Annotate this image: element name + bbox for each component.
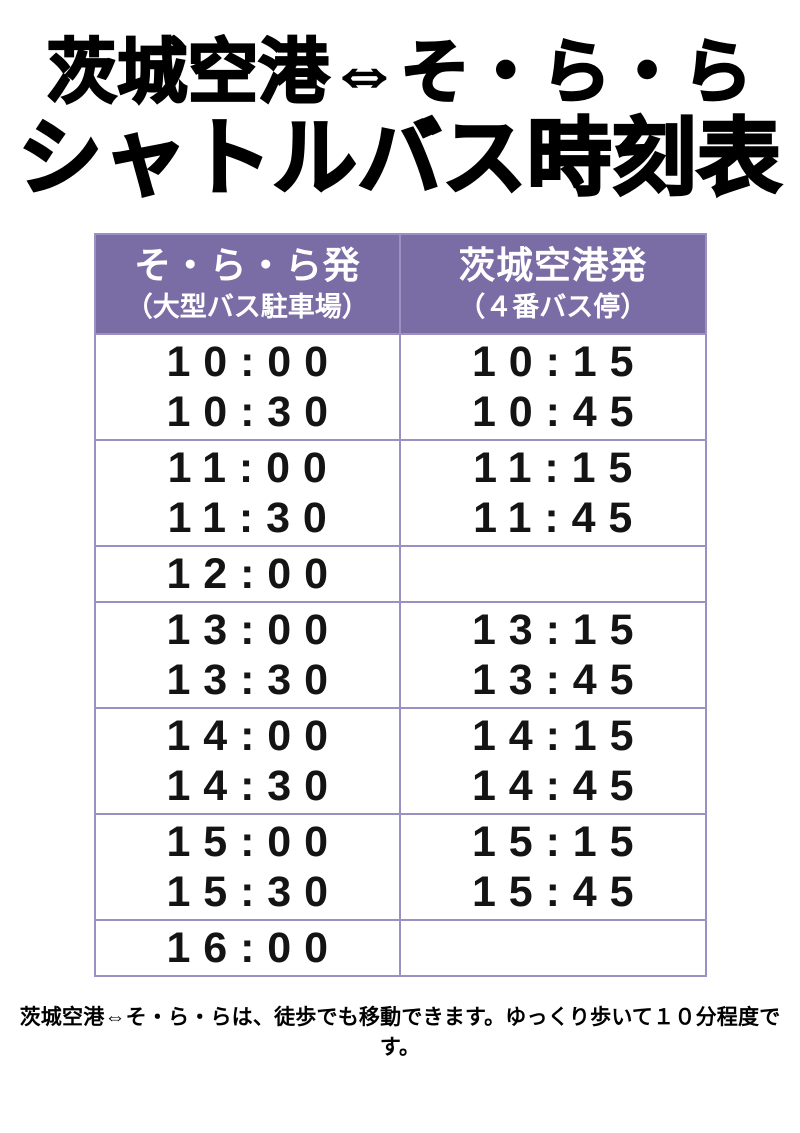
sorara-departure-cell: 11:00 11:30	[93, 438, 401, 547]
departure-time: 11:45	[473, 493, 646, 542]
departure-time: 10:15	[471, 337, 647, 386]
poster-title: 茨城空港⇔そ・ら・ら シャトルバス時刻表	[0, 0, 800, 205]
timetable-group-row: 16:00	[93, 918, 707, 977]
timetable-header: そ・ら・ら発 （大型バス駐車場） 茨城空港発 （４番バス停）	[93, 233, 707, 335]
title-route-line: 茨城空港⇔そ・ら・ら	[45, 32, 754, 112]
timetable: そ・ら・ら発 （大型バス駐車場） 茨城空港発 （４番バス停） 10:00 10:3…	[93, 233, 707, 977]
sorara-departure-cell: 15:00 15:30	[93, 812, 401, 921]
departure-time: 10:45	[471, 387, 647, 436]
airport-departure-cell: 13:15 13:45	[399, 600, 707, 709]
departure-time: 10:00	[166, 337, 341, 386]
timetable-group-row: 14:00 14:30 14:15 14:45	[93, 706, 707, 815]
column-header-sorara-departures: そ・ら・ら発 （大型バス駐車場）	[93, 233, 401, 335]
sorara-departure-cell: 14:00 14:30	[93, 706, 401, 815]
sorara-header-subtitle: （大型バス駐車場）	[125, 292, 369, 323]
timetable-header-row: そ・ら・ら発 （大型バス駐車場） 茨城空港発 （４番バス停）	[93, 233, 707, 335]
timetable-group-row: 13:00 13:30 13:15 13:45	[93, 600, 707, 709]
sorara-departure-cell: 13:00 13:30	[93, 600, 401, 709]
departure-time: 11:00	[167, 443, 340, 492]
sorara-departure-cell: 12:00	[93, 544, 401, 603]
timetable-group-row: 10:00 10:30 10:15 10:45	[93, 332, 707, 441]
airport-header-title: 茨城空港発	[458, 245, 648, 287]
departure-time: 12:00	[166, 549, 341, 598]
airport-departure-cell: 14:15 14:45	[399, 706, 707, 815]
departure-time: 13:30	[166, 655, 341, 704]
airport-departure-cell	[399, 544, 707, 603]
departure-time: 14:15	[471, 711, 647, 760]
title-main-line: シャトルバス時刻表	[17, 110, 783, 205]
timetable-group-row: 11:00 11:30 11:15 11:45	[93, 438, 707, 547]
departure-time: 15:00	[166, 817, 341, 866]
sorara-header-title: そ・ら・ら発	[134, 245, 361, 287]
timetable-group-row: 12:00	[93, 544, 707, 603]
walking-note: 茨城空港⇔そ・ら・らは、徒歩でも移動できます。ゆっくり歩いて１０分程度です。	[19, 1005, 781, 1059]
departure-time: 10:30	[166, 387, 341, 436]
airport-departure-cell	[399, 918, 707, 977]
airport-departure-cell: 11:15 11:45	[399, 438, 707, 547]
departure-time: 16:00	[166, 923, 341, 972]
timetable-body: 10:00 10:30 10:15 10:45 11:00 11:30 11:15 11:45…	[93, 332, 707, 977]
airport-header-subtitle: （４番バス停）	[458, 292, 648, 323]
airport-departure-cell: 15:15 15:45	[399, 812, 707, 921]
departure-time: 11:15	[473, 443, 646, 492]
timetable-group-row: 15:00 15:30 15:15 15:45	[93, 812, 707, 921]
column-header-airport-departures: 茨城空港発 （４番バス停）	[399, 233, 707, 335]
departure-time: 15:30	[166, 867, 341, 916]
sorara-departure-cell: 10:00 10:30	[93, 332, 401, 441]
departure-time: 14:45	[471, 761, 647, 810]
departure-time: 15:45	[471, 867, 647, 916]
departure-time: 14:00	[166, 711, 341, 760]
departure-time: 13:00	[166, 605, 341, 654]
departure-time: 14:30	[166, 761, 341, 810]
departure-time: 13:45	[471, 655, 647, 704]
departure-time: 13:15	[471, 605, 647, 654]
departure-time: 11:30	[167, 493, 340, 542]
airport-departure-cell: 10:15 10:45	[399, 332, 707, 441]
sorara-departure-cell: 16:00	[93, 918, 401, 977]
departure-time: 15:15	[471, 817, 647, 866]
